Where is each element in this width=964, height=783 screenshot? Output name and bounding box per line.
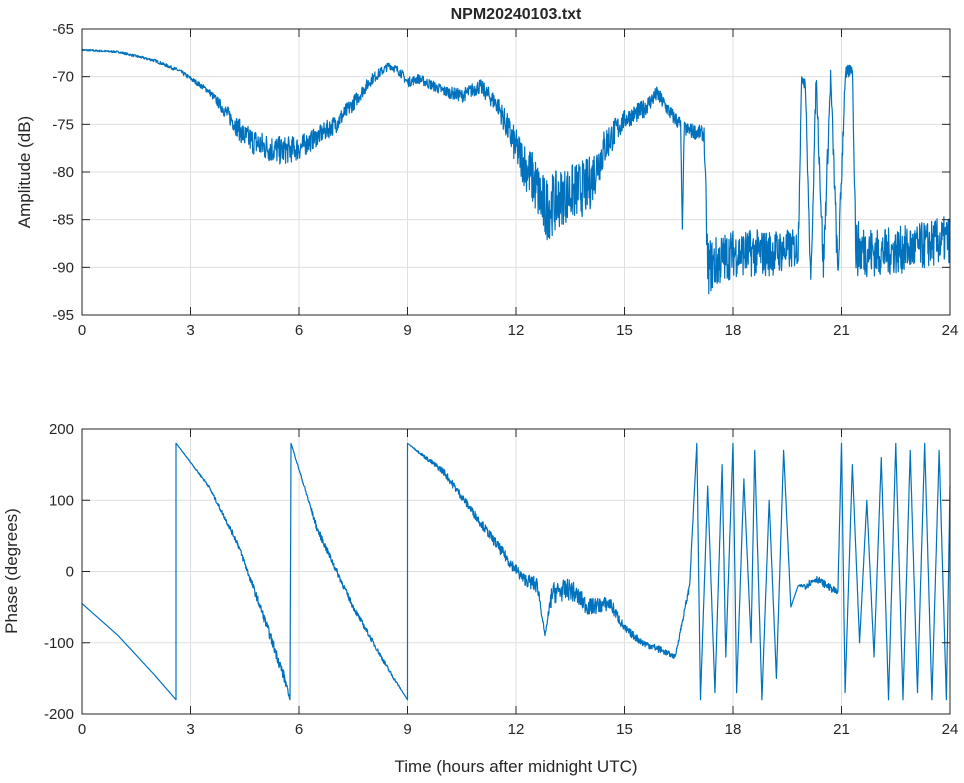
x-tick-label: 3	[186, 322, 194, 339]
y-tick-label: 200	[49, 421, 74, 438]
y-tick-label: -75	[52, 116, 74, 133]
y-axis-label-phase: Phase (degrees)	[2, 508, 21, 634]
y-tick-label: 100	[49, 492, 74, 509]
x-tick-label: 24	[942, 322, 959, 339]
y-tick-label: -90	[52, 259, 74, 276]
x-tick-label: 15	[616, 322, 633, 339]
y-tick-label: -85	[52, 212, 74, 229]
x-tick-label: 12	[508, 322, 525, 339]
x-tick-label: 21	[833, 721, 850, 738]
x-tick-label: 9	[403, 322, 411, 339]
x-tick-label: 24	[942, 721, 959, 738]
y-tick-label: -95	[52, 307, 74, 324]
y-tick-label: -100	[44, 635, 74, 652]
x-tick-label: 6	[295, 721, 303, 738]
x-tick-label: 21	[833, 322, 850, 339]
chart-title: NPM20240103.txt	[451, 6, 582, 23]
y-tick-label: -80	[52, 164, 74, 181]
y-axis-label-amplitude: Amplitude (dB)	[15, 116, 34, 228]
x-axis-label: Time (hours after midnight UTC)	[394, 757, 637, 776]
x-tick-label: 18	[725, 721, 742, 738]
y-tick-label: 0	[66, 564, 74, 581]
y-tick-label: -200	[44, 706, 74, 723]
x-tick-label: 9	[403, 721, 411, 738]
data-series-line-1	[81, 442, 951, 701]
x-tick-label: 3	[186, 721, 194, 738]
x-tick-label: 15	[616, 721, 633, 738]
x-tick-label: 0	[78, 322, 86, 339]
y-tick-label: -70	[52, 69, 74, 86]
x-tick-label: 0	[78, 721, 86, 738]
y-tick-label: -65	[52, 21, 74, 38]
x-tick-label: 18	[725, 322, 742, 339]
x-tick-label: 6	[295, 322, 303, 339]
data-series-line-0	[81, 48, 951, 295]
x-tick-label: 12	[508, 721, 525, 738]
